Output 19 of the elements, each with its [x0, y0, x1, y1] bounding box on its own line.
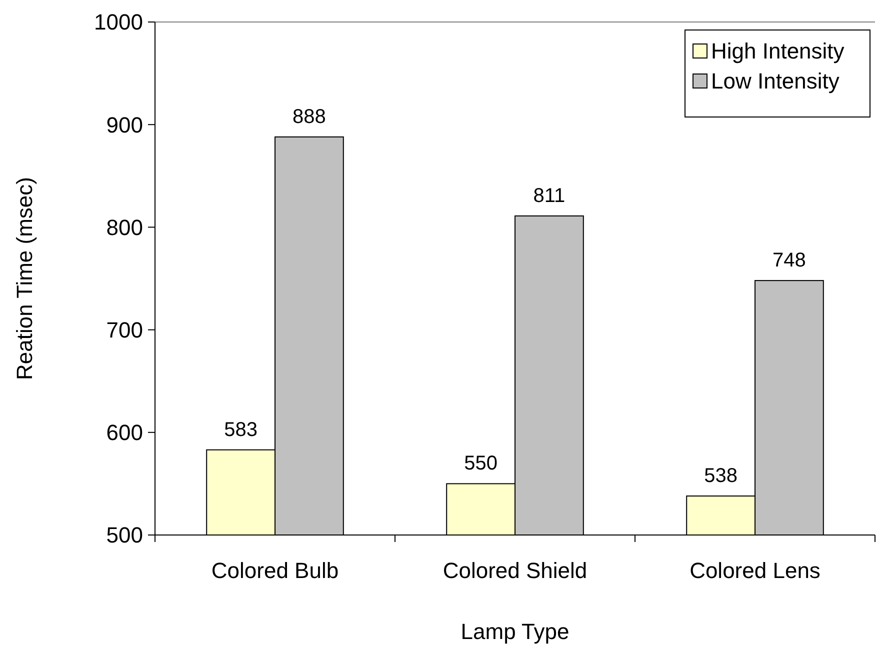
data-label: 538 — [704, 465, 738, 488]
x-tick-label: Colored Lens — [690, 558, 820, 583]
y-tick-label: 900 — [106, 112, 143, 138]
y-tick-label: 1000 — [94, 10, 143, 35]
data-label: 888 — [292, 106, 326, 128]
legend-label: Low Intensity — [711, 68, 840, 94]
y-tick-label: 700 — [106, 318, 143, 342]
y-tick-label: 800 — [106, 214, 143, 240]
data-label: 811 — [533, 184, 566, 207]
y-axis-title: Reation Time (msec) — [12, 177, 37, 380]
x-tick-label: Colored Bulb — [211, 558, 339, 583]
data-label: 748 — [772, 250, 806, 272]
data-label: 583 — [224, 418, 258, 441]
data-label: 550 — [464, 452, 498, 475]
legend-label: High Intensity — [711, 38, 844, 64]
y-tick-label: 500 — [106, 522, 143, 548]
y-tick-label: 600 — [106, 420, 143, 446]
x-tick-label: Colored Shield — [442, 558, 588, 583]
x-axis-title: Lamp Type — [460, 619, 570, 644]
